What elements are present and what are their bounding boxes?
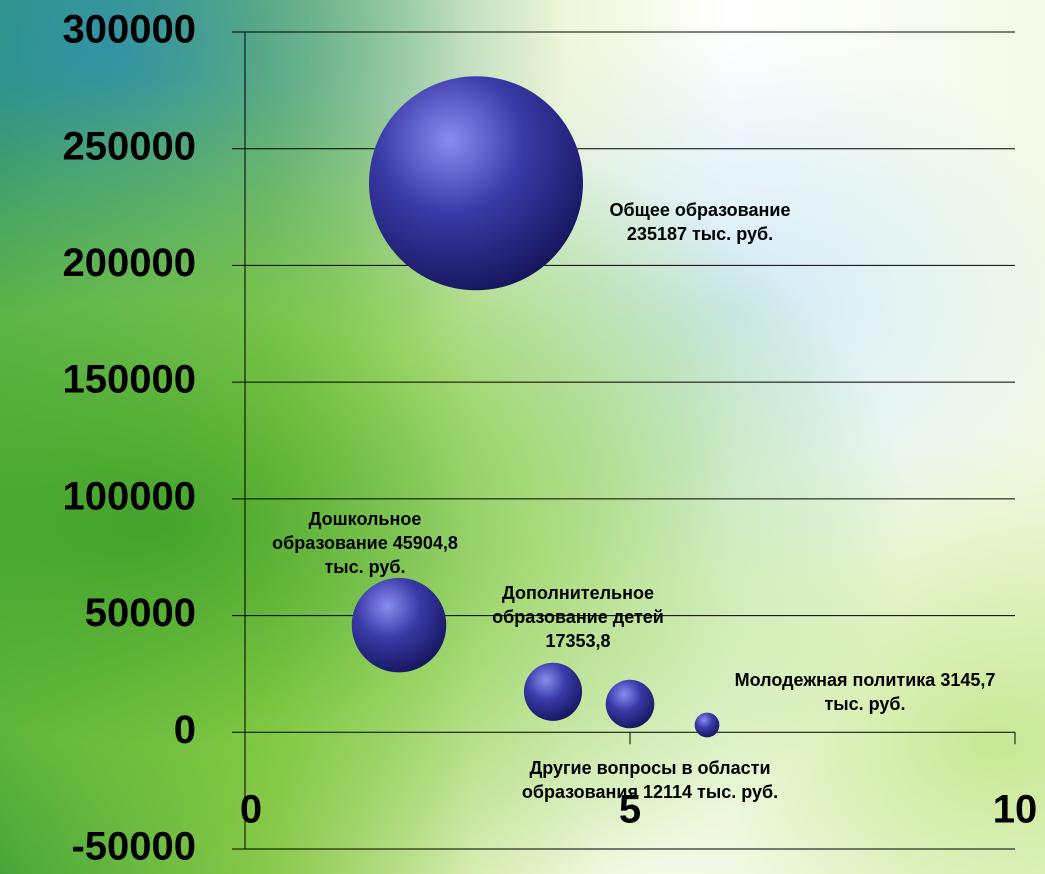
x-tick-label: 10 bbox=[993, 788, 1038, 832]
data-label: Молодежная политика 3145,7 тыс. руб. bbox=[720, 668, 1010, 716]
label-value: 45904,8 тыс. руб. bbox=[324, 533, 458, 577]
data-label: Общее образование 235187 тыс. руб. bbox=[585, 198, 815, 246]
label-category: Молодежная политика bbox=[734, 670, 936, 690]
label-value: 235187 тыс. руб. bbox=[626, 224, 774, 244]
y-tick-label: 100000 bbox=[63, 474, 196, 518]
data-label: Дошкольное образование 45904,8 тыс. руб. bbox=[258, 507, 473, 579]
bubble bbox=[351, 577, 447, 673]
bubble bbox=[605, 679, 655, 729]
label-category: Дополнительное образование детей bbox=[492, 583, 664, 627]
data-label: Дополнительное образование детей 17353,8 bbox=[458, 581, 698, 653]
y-tick-label: 300000 bbox=[63, 8, 196, 52]
label-category: Другие вопросы в области образования bbox=[521, 758, 771, 802]
bubble bbox=[369, 76, 583, 291]
y-tick-label: -50000 bbox=[71, 825, 196, 869]
label-value: 17353,8 bbox=[545, 631, 611, 651]
y-tick-label: 200000 bbox=[63, 241, 196, 285]
bubble bbox=[694, 712, 720, 738]
y-tick-label: 50000 bbox=[85, 591, 196, 635]
y-tick-label: 0 bbox=[174, 708, 196, 752]
label-category: Дошкольное образование bbox=[272, 509, 422, 553]
bubble bbox=[523, 662, 583, 721]
data-label: Другие вопросы в области образования 121… bbox=[515, 756, 785, 804]
label-category: Общее образование bbox=[609, 200, 791, 220]
x-tick-label: 5 bbox=[619, 788, 641, 832]
label-value: 3145,7 тыс. руб. bbox=[824, 670, 996, 714]
y-tick-label: 250000 bbox=[63, 124, 196, 168]
y-tick-label: 150000 bbox=[63, 358, 196, 402]
label-value: 12114 тыс. руб. bbox=[642, 782, 779, 802]
x-tick-label: 0 bbox=[240, 788, 262, 832]
